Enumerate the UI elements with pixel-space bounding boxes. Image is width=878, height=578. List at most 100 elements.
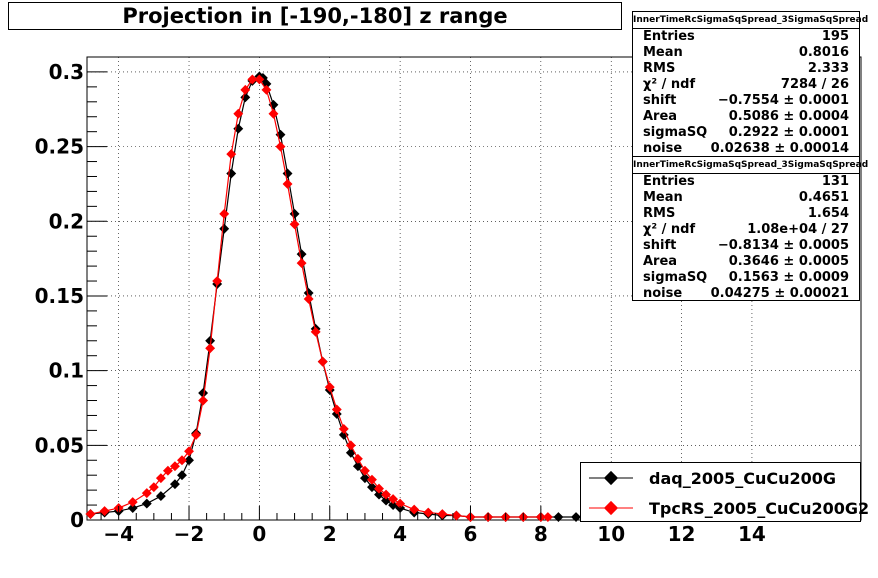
data-point (409, 504, 420, 515)
data-point (352, 453, 363, 464)
data-point (226, 149, 237, 160)
data-point (184, 455, 194, 466)
data-point (324, 382, 335, 393)
stats-row: χ² / ndf 1.08e+04 / 27 (643, 222, 849, 237)
chart-title: Projection in [-190,-180] z range (8, 2, 622, 30)
stats-box-2: InnerTimeRcSigmaSqSpread_3SigmaSqSpread … (632, 156, 868, 301)
data-point (542, 512, 553, 522)
data-point (296, 258, 307, 269)
data-point (127, 503, 138, 514)
stats-row: sigmaSQ 0.2922 ± 0.0001 (643, 125, 849, 140)
data-point (141, 498, 152, 509)
legend-marker-tpcrs (581, 493, 641, 523)
data-point (296, 249, 307, 260)
series-0 (85, 71, 581, 522)
y-tick-label: 0.15 (35, 284, 84, 308)
y-tick-label: 0.25 (35, 135, 84, 159)
stats-row: noise 0.02638 ± 0.00014 (643, 141, 849, 156)
x-tick-label: 8 (534, 522, 548, 546)
data-point (359, 465, 370, 476)
stats-row: Area 0.3646 ± 0.0005 (643, 254, 849, 269)
data-point (184, 446, 194, 457)
stats-box-2-name: InnerTimeRcSigmaSqSpread_3SigmaSqSpread (633, 157, 868, 174)
series-line (90, 75, 577, 518)
data-point (282, 168, 293, 179)
x-tick-label: 0 (252, 522, 266, 546)
data-point (331, 404, 342, 415)
data-point (233, 108, 244, 119)
axes: −4 −2 0 2 4 6 8 10 12 14 0 0.05 0.1 0.15 0.2 0.25 0.3 (35, 60, 858, 546)
plot-frame (86, 56, 862, 521)
x-tick-label: 6 (464, 522, 478, 546)
stats-row: sigmaSQ 0.1563 ± 0.0009 (643, 270, 849, 285)
data-point (205, 343, 216, 354)
data-point (247, 74, 258, 85)
legend-entry-daq: daq_2005_CuCu200G (581, 463, 860, 493)
y-tick-label: 0 (70, 508, 84, 532)
x-tick-label: 14 (738, 522, 766, 546)
data-point (367, 482, 377, 493)
stats-row: Entries 131 (643, 174, 849, 189)
data-point (198, 395, 209, 406)
data-point (141, 488, 152, 499)
data-point (155, 473, 166, 484)
legend-label-daq: daq_2005_CuCu200G (649, 468, 837, 488)
data-point (289, 208, 300, 219)
x-tick-label: 10 (597, 522, 625, 546)
stats-box-1-name: InnerTimeRcSigmaSqSpread_3SigmaSqSpread (633, 12, 868, 29)
data-point (395, 498, 406, 509)
x-tick-label: 2 (323, 522, 337, 546)
data-point (282, 179, 293, 189)
data-point (303, 288, 314, 298)
data-point (240, 84, 251, 95)
data-point (317, 356, 328, 367)
stats-box-1: InnerTimeRcSigmaSqSpread_3SigmaSqSpread … (632, 11, 868, 157)
legend-label-tpcrs: TpcRS_2005_CuCu200G2 (649, 498, 870, 518)
stats-row: shift −0.7554 ± 0.0001 (643, 93, 849, 108)
data-point (162, 465, 173, 476)
data-point (310, 326, 321, 337)
data-point (191, 429, 202, 440)
x-tick-label: 12 (668, 522, 696, 546)
data-point (198, 388, 209, 398)
data-point (388, 494, 399, 505)
x-tick-label: −4 (103, 522, 134, 546)
stats-row: RMS 2.333 (643, 61, 849, 76)
data-point (205, 335, 216, 346)
y-tick-label: 0.05 (35, 433, 84, 457)
data-point (374, 483, 384, 494)
series-line (90, 78, 548, 518)
data-point (170, 461, 180, 472)
stats-row: RMS 1.654 (643, 206, 849, 221)
y-tick-label: 0.2 (49, 209, 84, 233)
series-layer (85, 71, 581, 522)
stats-row: shift −0.8134 ± 0.0005 (643, 238, 849, 253)
legend-marker-daq (581, 463, 641, 493)
x-tick-label: −2 (174, 522, 205, 546)
data-point (127, 497, 138, 508)
data-point (374, 489, 384, 500)
stats-row: Mean 0.8016 (643, 45, 849, 60)
stats-row: Area 0.5086 ± 0.0004 (643, 109, 849, 124)
data-point (177, 455, 187, 466)
stats-row: Entries 195 (643, 29, 849, 44)
stats-row: χ² / ndf 7284 / 26 (643, 77, 849, 92)
data-point (451, 510, 462, 521)
data-point (437, 509, 448, 519)
data-point (148, 482, 159, 493)
plot-frame-rect (86, 56, 862, 521)
data-point (254, 74, 265, 85)
data-point (170, 479, 180, 490)
series-1 (85, 74, 553, 522)
data-point (289, 219, 300, 230)
data-point (423, 507, 434, 518)
stats-row: Mean 0.4651 (643, 190, 849, 205)
data-point (303, 294, 314, 304)
data-point (338, 429, 349, 440)
x-tick-label: 4 (393, 522, 407, 546)
stats-row: noise 0.04275 ± 0.00021 (643, 286, 849, 301)
data-point (359, 473, 370, 484)
data-point (155, 491, 166, 502)
data-point (212, 276, 223, 286)
